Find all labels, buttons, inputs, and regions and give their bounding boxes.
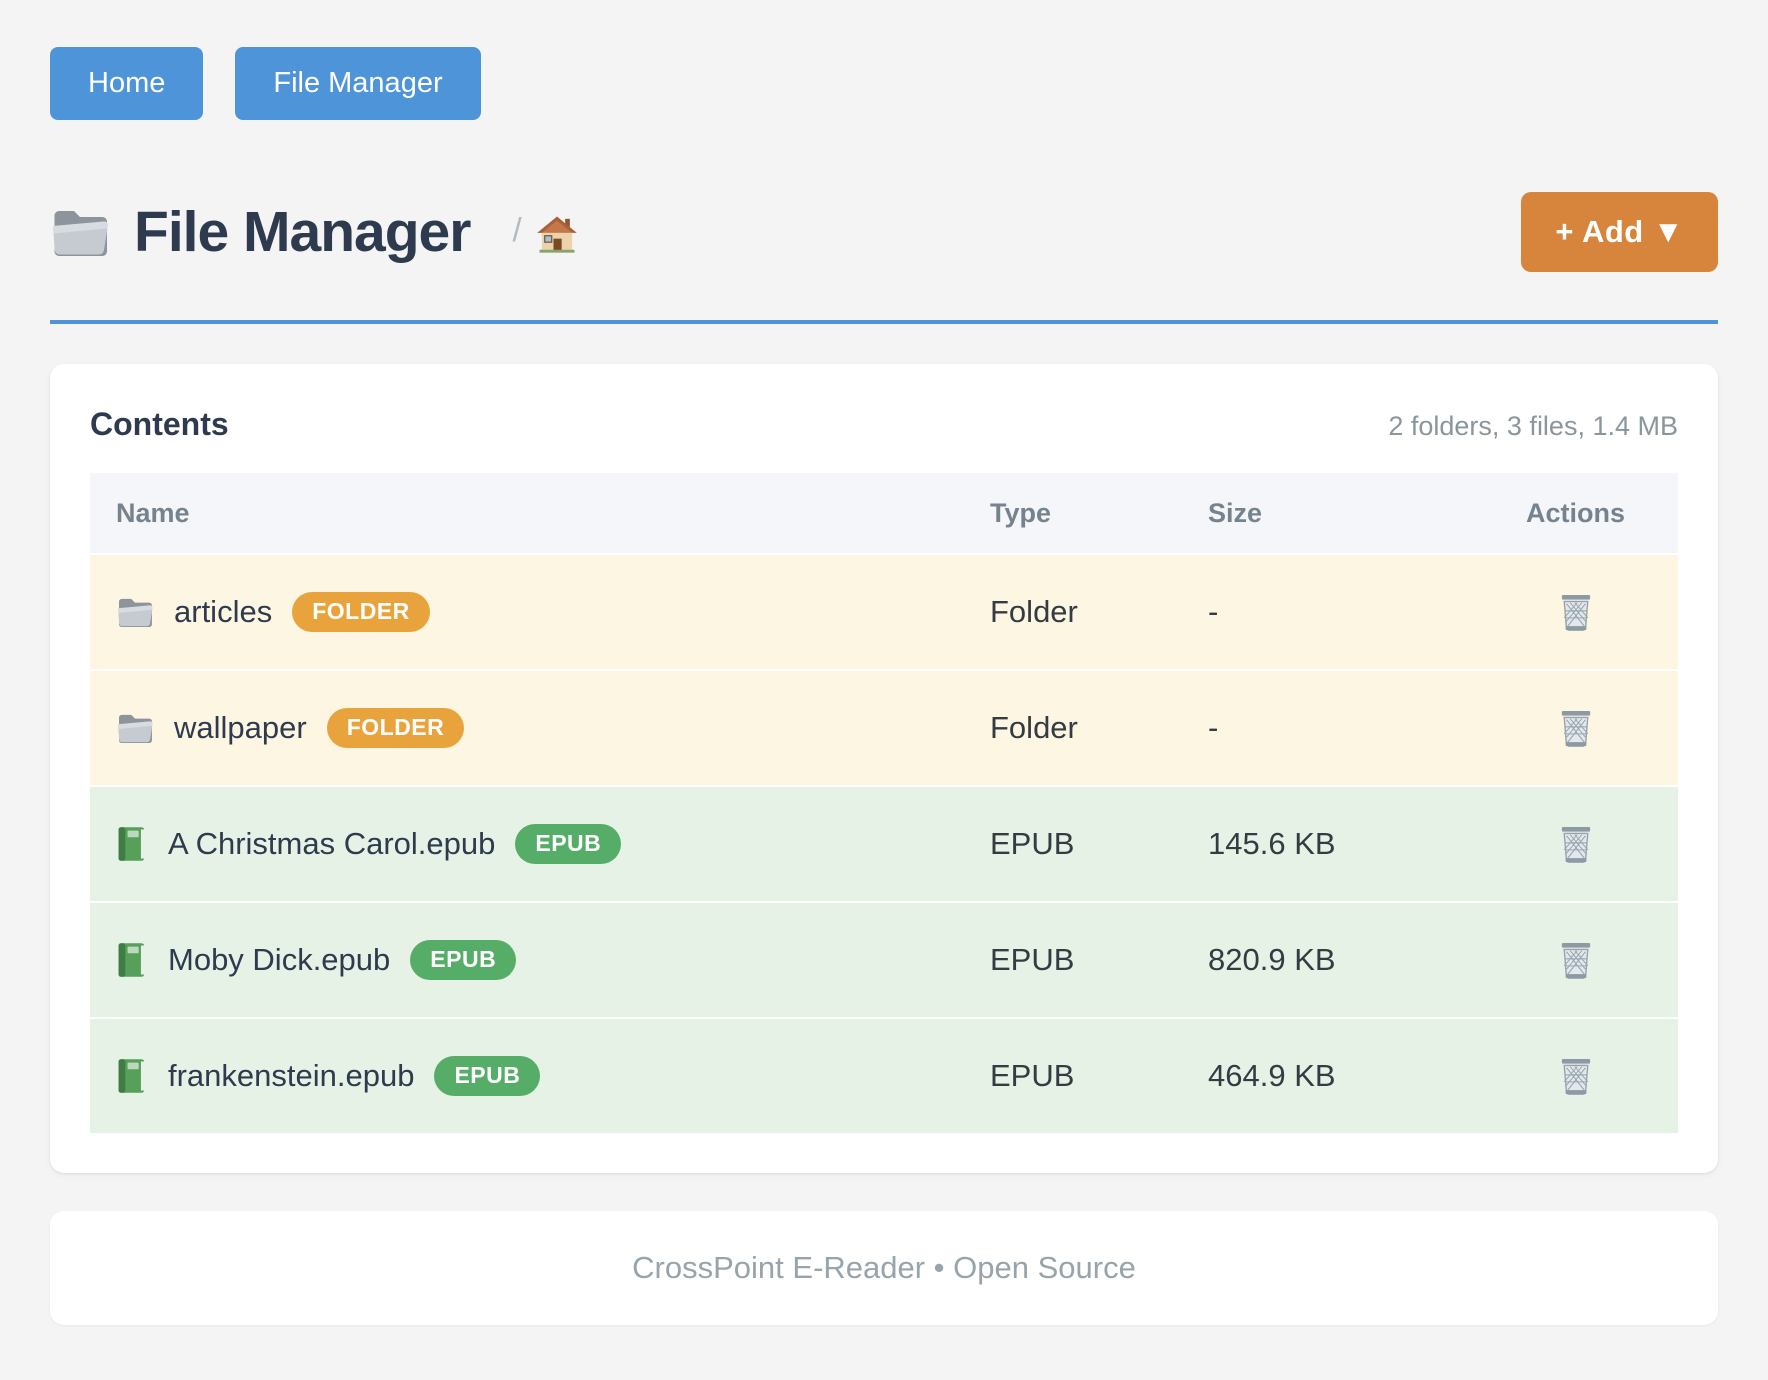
add-dropdown-button[interactable]: + Add ▼ xyxy=(1521,192,1718,272)
header-divider xyxy=(50,320,1718,324)
actions-cell xyxy=(1473,588,1678,636)
contents-header: Contents 2 folders, 3 files, 1.4 MB xyxy=(90,406,1678,443)
table-row: articles FOLDER Folder - xyxy=(90,553,1678,669)
name-cell: frankenstein.epub EPUB xyxy=(90,1056,990,1096)
size-cell: - xyxy=(1208,710,1219,745)
actions-cell xyxy=(1473,936,1678,984)
book-icon xyxy=(116,1057,148,1095)
type-cell: EPUB xyxy=(990,1058,1075,1093)
table-row: Moby Dick.epub EPUB EPUB 820.9 KB xyxy=(90,901,1678,1017)
item-name-link[interactable]: frankenstein.epub xyxy=(168,1058,415,1093)
delete-button[interactable] xyxy=(1554,704,1598,752)
trash-icon xyxy=(1558,592,1594,632)
name-cell: Moby Dick.epub EPUB xyxy=(90,940,990,980)
book-icon xyxy=(116,941,148,979)
page-header: File Manager / + Add ▼ xyxy=(50,192,1718,272)
actions-cell xyxy=(1473,820,1678,868)
folder-icon xyxy=(116,596,154,628)
title-group: File Manager / xyxy=(50,199,578,265)
trash-icon xyxy=(1558,940,1594,980)
type-cell: Folder xyxy=(990,710,1078,745)
book-icon xyxy=(116,825,148,863)
item-name-link[interactable]: A Christmas Carol.epub xyxy=(168,826,496,861)
home-button[interactable]: Home xyxy=(50,47,204,120)
contents-summary: 2 folders, 3 files, 1.4 MB xyxy=(1388,411,1678,441)
column-header-name: Name xyxy=(116,497,190,528)
contents-title: Contents xyxy=(90,406,229,442)
size-cell: 820.9 KB xyxy=(1208,942,1336,977)
folder-badge: FOLDER xyxy=(292,592,430,632)
column-header-size: Size xyxy=(1208,497,1263,528)
file-manager-button[interactable]: File Manager xyxy=(235,47,481,120)
epub-badge: EPUB xyxy=(515,824,622,864)
size-cell: 464.9 KB xyxy=(1208,1058,1336,1093)
table-row: frankenstein.epub EPUB EPUB 464.9 KB xyxy=(90,1017,1678,1133)
name-cell: wallpaper FOLDER xyxy=(90,708,990,748)
file-table: Name Type Size Actions articles FOLDER F… xyxy=(90,473,1678,1133)
table-header-row: Name Type Size Actions xyxy=(90,473,1678,553)
size-cell: 145.6 KB xyxy=(1208,826,1336,861)
name-cell: articles FOLDER xyxy=(90,592,990,632)
item-name-link[interactable]: articles xyxy=(174,594,273,629)
trash-icon xyxy=(1558,824,1594,864)
column-header-actions: Actions xyxy=(1525,497,1625,528)
folder-badge: FOLDER xyxy=(326,708,465,748)
column-header-type: Type xyxy=(990,497,1052,528)
name-cell: A Christmas Carol.epub EPUB xyxy=(90,824,990,864)
top-nav: Home File Manager xyxy=(50,47,1718,120)
table-row: wallpaper FOLDER Folder - xyxy=(90,669,1678,785)
actions-cell xyxy=(1473,1052,1678,1100)
epub-badge: EPUB xyxy=(434,1056,541,1096)
item-name-link[interactable]: Moby Dick.epub xyxy=(168,942,391,977)
delete-button[interactable] xyxy=(1554,820,1598,868)
delete-button[interactable] xyxy=(1554,936,1598,984)
size-cell: - xyxy=(1208,594,1219,629)
trash-icon xyxy=(1558,1056,1594,1096)
breadcrumb-home-link[interactable] xyxy=(536,215,578,253)
footer-text: CrossPoint E-Reader • Open Source xyxy=(632,1250,1136,1285)
delete-button[interactable] xyxy=(1554,588,1598,636)
footer: CrossPoint E-Reader • Open Source xyxy=(50,1211,1718,1325)
type-cell: Folder xyxy=(990,594,1078,629)
delete-button[interactable] xyxy=(1554,1052,1598,1100)
table-row: A Christmas Carol.epub EPUB EPUB 145.6 K… xyxy=(90,785,1678,901)
page-title: File Manager xyxy=(134,200,471,264)
type-cell: EPUB xyxy=(990,826,1075,861)
epub-badge: EPUB xyxy=(410,940,517,980)
type-cell: EPUB xyxy=(990,942,1075,977)
folder-icon xyxy=(116,712,154,744)
breadcrumb-separator: / xyxy=(512,211,522,248)
house-icon xyxy=(536,215,578,253)
folder-icon xyxy=(50,206,110,258)
breadcrumb: / xyxy=(512,211,577,253)
item-name-link[interactable]: wallpaper xyxy=(174,710,307,745)
trash-icon xyxy=(1558,708,1594,748)
actions-cell xyxy=(1473,704,1678,752)
contents-card: Contents 2 folders, 3 files, 1.4 MB Name… xyxy=(50,364,1718,1173)
